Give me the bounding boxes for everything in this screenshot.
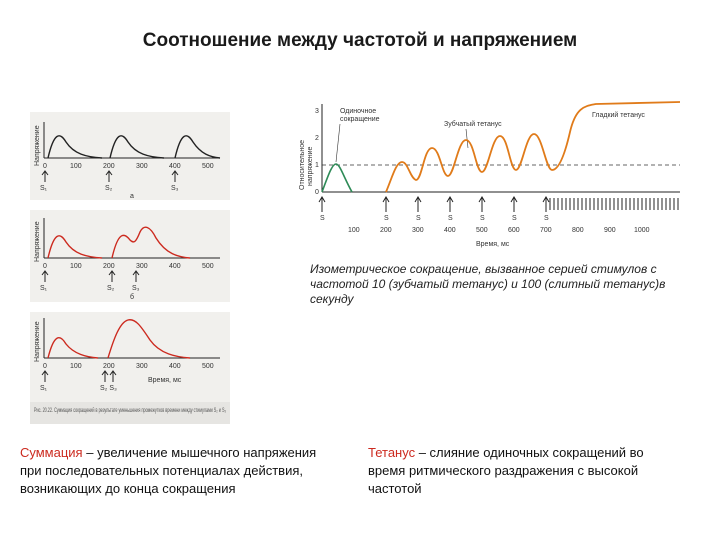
panel-a-tick-500: 500: [202, 163, 214, 170]
panel-a-tick-200: 200: [103, 163, 115, 170]
tetanus-caption: Изометрическое сокращение, вызванное сер…: [310, 262, 666, 306]
tetanus-definition: Тетанус – слияние одиночных сокращений в…: [368, 444, 668, 498]
panel-b-tick-400: 400: [169, 263, 181, 270]
tetanus-xtick-1000: 1000: [634, 227, 650, 234]
panel-b-stim-1: S₁: [40, 285, 48, 292]
panel-c-tick-0: 0: [43, 363, 47, 370]
high-frequency-stimuli: [545, 198, 679, 210]
panel-c-stim-1: S₁: [40, 385, 48, 392]
tetanus-curve: [385, 101, 681, 193]
summation-term: Суммация: [20, 445, 83, 460]
panel-c-tick-100: 100: [70, 363, 82, 370]
label-single-1: Одиночное: [340, 108, 376, 115]
panel-a-twitch-2: [109, 135, 165, 159]
panel-c-tick-500: 500: [202, 363, 214, 370]
panel-a-stim-3: S₃: [171, 185, 179, 192]
panel-b-tick-100: 100: [70, 263, 82, 270]
panel-a-tick-100: 100: [70, 163, 82, 170]
label-smooth: Гладкий тетанус: [592, 111, 645, 119]
panel-b-twitch-1: [47, 235, 103, 259]
panel-b-summed: [111, 226, 191, 259]
panel-b-stim-3: S₃: [132, 285, 140, 292]
panel-a-ylabel: Напряжение: [34, 125, 41, 166]
summation-text: – увеличение мышечного напряжения при по…: [20, 445, 317, 496]
tetanus-xtick-700: 700: [540, 227, 552, 234]
tetanus-xtick-900: 900: [604, 227, 616, 234]
tetanus-xtick-400: 400: [444, 227, 456, 234]
panel-a-stim-1: S₁: [40, 185, 48, 192]
summation-chart-a: Напряжение 0 100 200 300 400 500 S₁ S₂ S…: [34, 122, 221, 200]
label-single-2: сокращение: [340, 116, 380, 123]
stim-s-2: S: [384, 215, 389, 222]
summation-chart-b: Напряжение 0 100 200 300 400 500 S₁ S₂ S…: [34, 218, 220, 301]
tetanus-chart: Относительное напряжение 0 1 2 3 Одиночн…: [296, 98, 686, 258]
panel-a-tick-0: 0: [43, 163, 47, 170]
tetanus-ylabel-2: напряжение: [307, 146, 314, 186]
panel-a-twitch-3: [174, 135, 221, 159]
panel-b-ylabel: Напряжение: [34, 221, 41, 262]
tetanus-ytick-3: 3: [315, 108, 319, 115]
tetanus-ytick-0: 0: [315, 189, 319, 196]
label-serrated: Зубчатый тетанус: [444, 120, 502, 128]
tetanus-xtick-600: 600: [508, 227, 520, 234]
panel-c-xlabel: Время, мс: [148, 377, 182, 384]
panel-c-ylabel: Напряжение: [34, 321, 41, 362]
single-twitch-curve: [321, 163, 353, 193]
slide-title: Соотношение между частотой и напряжением: [142, 30, 578, 51]
panel-a-twitch-1: [47, 135, 103, 159]
tetanus-xtick-500: 500: [476, 227, 488, 234]
panel-b-tick-300: 300: [136, 263, 148, 270]
summation-panel-c: Напряжение 0 100 200 300 400 500 S₁ S₂ S…: [30, 312, 230, 424]
tetanus-xtick-300: 300: [412, 227, 424, 234]
tetanus-xtick-200: 200: [380, 227, 392, 234]
panel-b-stim-2: S₂: [107, 285, 115, 292]
tetanus-term: Тетанус: [368, 445, 416, 460]
tetanus-svg: Относительное напряжение 0 1 2 3 Одиночн…: [299, 101, 681, 248]
panel-b-tick-0: 0: [43, 263, 47, 270]
summation-definition: Суммация – увеличение мышечного напряжен…: [20, 444, 320, 498]
stim-s-7: S: [544, 215, 549, 222]
panel-c-tick-300: 300: [136, 363, 148, 370]
tetanus-ytick-1: 1: [315, 162, 319, 169]
tetanus-xlabel: Время, мс: [476, 241, 510, 248]
tetanus-ytick-2: 2: [315, 135, 319, 142]
stim-s-1: S: [320, 215, 325, 222]
panel-a-letter: а: [130, 193, 134, 200]
panel-a-tick-400: 400: [169, 163, 181, 170]
panel-c-stim-2-3: S₂ S₃: [100, 385, 117, 392]
tetanus-text: – слияние одиночных сокращений во время …: [368, 445, 644, 496]
panel-c-summed: [107, 319, 191, 359]
stim-s-5: S: [480, 215, 485, 222]
panel-a-tick-300: 300: [136, 163, 148, 170]
panel-b-letter: б: [130, 293, 134, 301]
tetanus-xtick-100: 100: [348, 227, 360, 234]
stim-s-3: S: [416, 215, 421, 222]
stim-s-4: S: [448, 215, 453, 222]
panel-a-stim-2: S₂: [105, 185, 113, 192]
panel-b-tick-500: 500: [202, 263, 214, 270]
panel-figure-caption: Рис. 20.22. Суммация сокращений в резуль…: [34, 407, 226, 414]
panel-c-tick-200: 200: [103, 363, 115, 370]
summation-panel-a: Напряжение 0 100 200 300 400 500 S₁ S₂ S…: [30, 112, 230, 200]
tetanus-ylabel-1: Относительное: [299, 140, 306, 190]
stim-s-6: S: [512, 215, 517, 222]
summation-panel-b: Напряжение 0 100 200 300 400 500 S₁ S₂ S…: [30, 210, 230, 302]
panel-b-tick-200: 200: [103, 263, 115, 270]
summation-chart-c: Напряжение 0 100 200 300 400 500 S₁ S₂ S…: [30, 318, 230, 424]
panel-c-tick-400: 400: [169, 363, 181, 370]
tetanus-xtick-800: 800: [572, 227, 584, 234]
panel-c-twitch-1: [47, 337, 99, 359]
